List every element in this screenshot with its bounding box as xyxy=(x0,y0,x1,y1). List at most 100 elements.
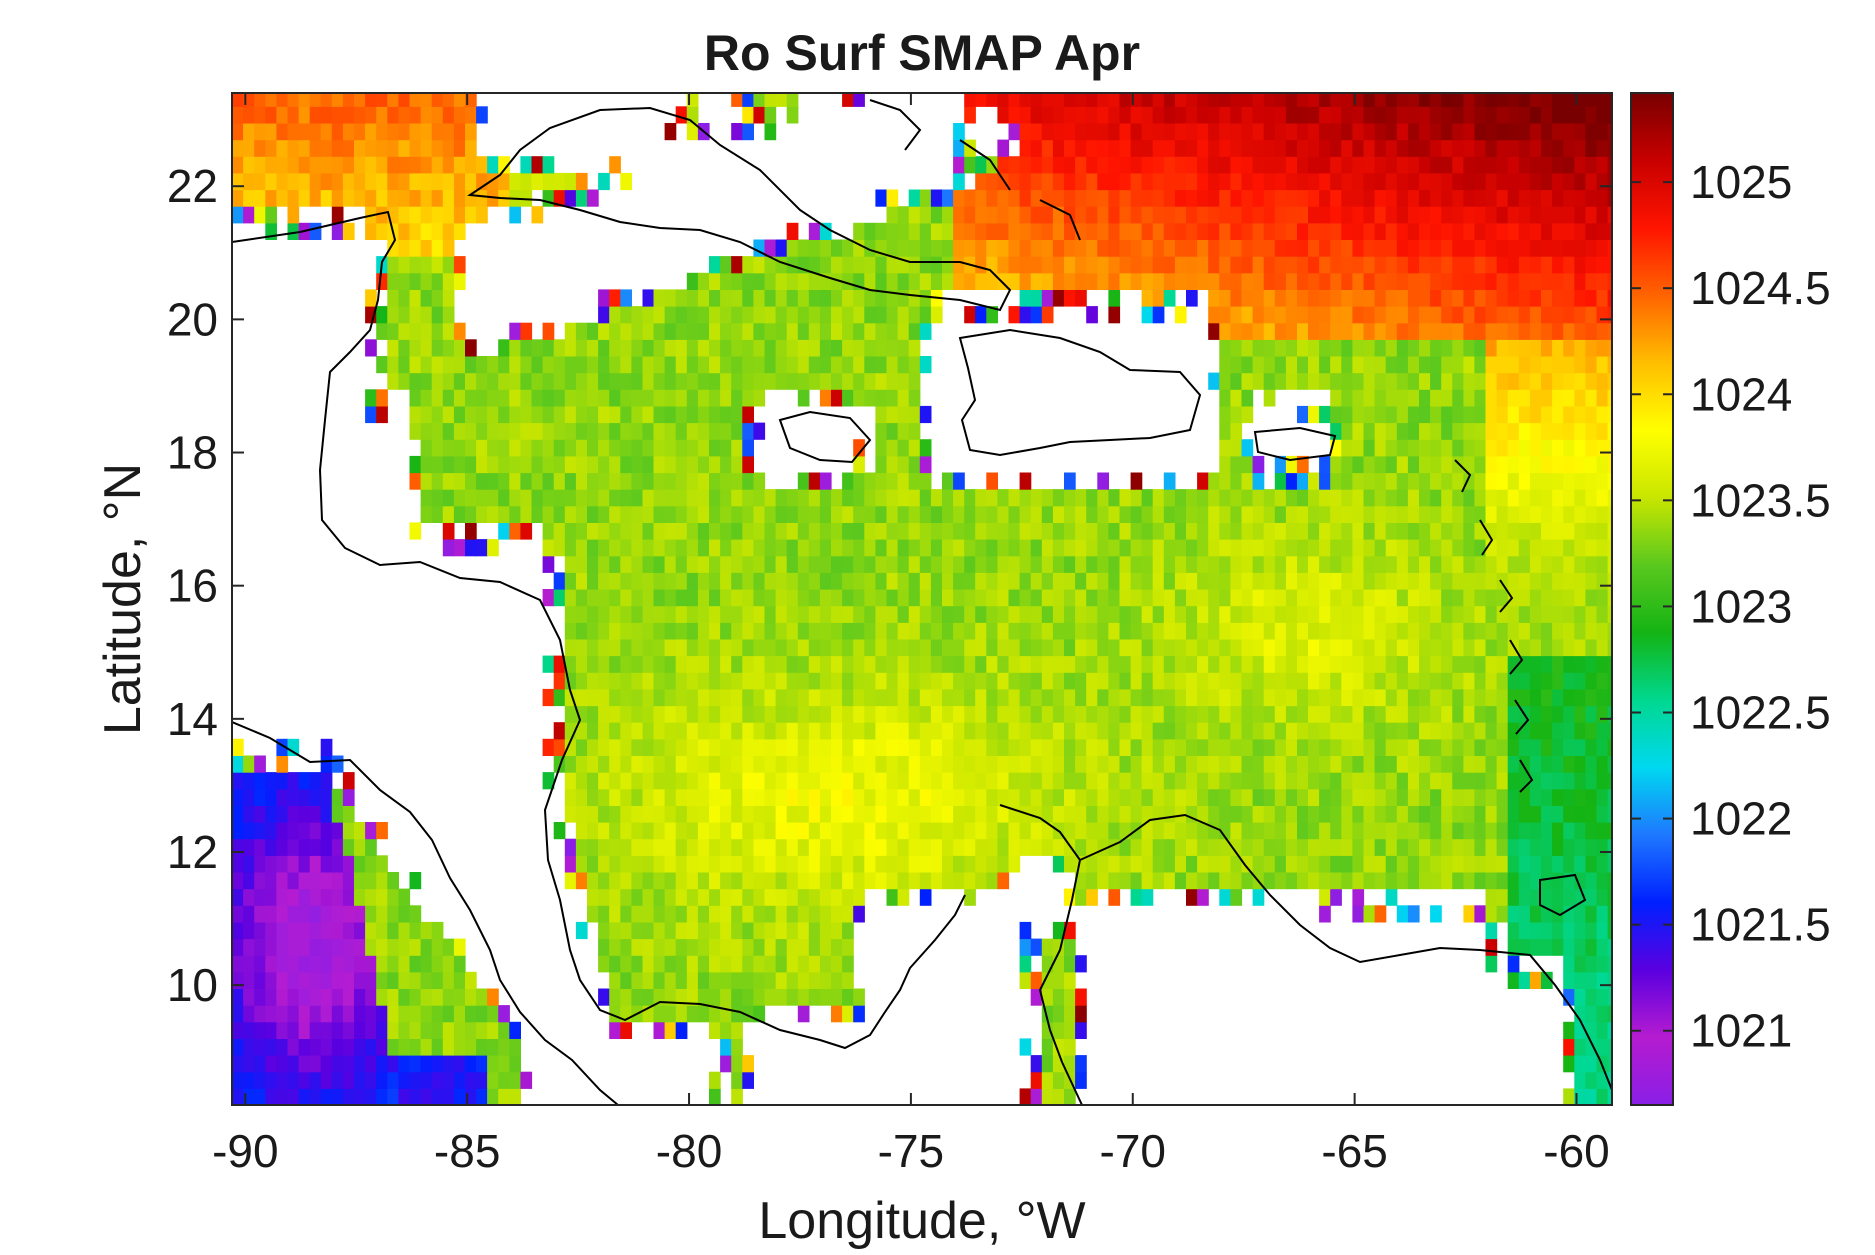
field-cell xyxy=(276,738,289,756)
field-cell xyxy=(919,772,932,790)
field-cell xyxy=(1163,172,1176,191)
field-cell xyxy=(420,306,433,324)
field-cell xyxy=(1485,539,1498,557)
field-cell xyxy=(1174,272,1187,290)
field-cell xyxy=(653,322,666,340)
field-cell xyxy=(1119,123,1132,141)
field-cell xyxy=(1563,888,1575,906)
field-cell xyxy=(1141,123,1154,141)
field-cell xyxy=(1585,788,1598,806)
field-cell xyxy=(697,755,710,773)
field-cell xyxy=(864,605,876,623)
field-cell xyxy=(442,189,455,207)
field-cell xyxy=(1230,156,1243,174)
field-cell xyxy=(675,405,688,424)
field-cell xyxy=(309,189,322,207)
field-cell xyxy=(930,589,943,607)
field-cell xyxy=(409,455,422,474)
field-cell xyxy=(842,272,854,290)
field-cell xyxy=(331,838,344,856)
field-cell xyxy=(1208,855,1220,873)
field-cell xyxy=(1552,389,1564,407)
field-cell xyxy=(1407,672,1420,690)
field-cell xyxy=(1574,772,1586,790)
field-cell xyxy=(1596,905,1609,923)
field-cell xyxy=(1552,522,1564,540)
field-cell xyxy=(1541,555,1553,573)
field-cell xyxy=(320,788,333,806)
field-cell xyxy=(442,256,455,274)
field-cell xyxy=(1263,206,1276,224)
field-cell xyxy=(1474,256,1487,274)
field-cell xyxy=(243,805,255,823)
field-cell xyxy=(1463,372,1476,390)
field-cell xyxy=(1197,655,1209,673)
field-cell xyxy=(653,788,666,806)
field-cell xyxy=(1052,139,1065,157)
field-cell xyxy=(964,755,976,773)
field-cell xyxy=(664,838,677,856)
field-cell xyxy=(953,838,965,856)
field-cell xyxy=(675,589,688,607)
field-cell xyxy=(642,921,655,940)
field-cell xyxy=(1518,638,1531,657)
field-cell xyxy=(742,472,754,490)
field-cell xyxy=(1496,672,1509,690)
field-cell xyxy=(1574,855,1586,873)
field-cell xyxy=(831,855,843,873)
field-cell xyxy=(731,938,743,956)
field-cell xyxy=(1252,256,1265,274)
field-cell xyxy=(1596,788,1609,806)
field-cell xyxy=(1308,672,1320,690)
field-cell xyxy=(243,822,255,840)
field-cell xyxy=(875,655,888,673)
field-cell xyxy=(742,356,754,374)
field-cell xyxy=(1241,256,1254,274)
field-cell xyxy=(1030,272,1043,290)
field-cell xyxy=(775,372,788,390)
field-cell xyxy=(753,555,766,573)
field-cell xyxy=(1330,439,1342,457)
field-cell xyxy=(808,971,821,989)
field-cell xyxy=(598,339,610,357)
field-cell xyxy=(1075,505,1087,523)
field-cell xyxy=(553,655,566,673)
field-cell xyxy=(1119,722,1132,740)
field-cell xyxy=(1030,622,1043,640)
field-cell xyxy=(1108,239,1121,257)
field-cell xyxy=(808,755,821,773)
field-cell xyxy=(1108,572,1121,590)
field-cell xyxy=(620,472,632,490)
field-cell xyxy=(709,688,721,707)
field-cell xyxy=(642,638,655,657)
field-cell xyxy=(1374,272,1387,290)
field-cell xyxy=(997,239,1010,257)
field-cell xyxy=(331,1055,344,1073)
field-cell xyxy=(797,688,810,707)
field-cell xyxy=(309,888,322,906)
field-cell xyxy=(1407,722,1420,740)
field-cell xyxy=(1574,822,1586,840)
field-cell xyxy=(697,505,710,523)
field-cell xyxy=(354,905,366,923)
field-cell xyxy=(465,206,477,224)
field-cell xyxy=(1086,672,1098,690)
field-cell xyxy=(1152,139,1165,157)
field-cell xyxy=(1430,822,1442,840)
field-cell xyxy=(842,805,854,823)
field-cell xyxy=(1363,106,1376,124)
field-cell xyxy=(919,322,932,340)
field-cell xyxy=(1241,688,1254,707)
field-cell xyxy=(1041,222,1054,240)
field-cell xyxy=(1430,788,1442,806)
field-cell xyxy=(575,422,588,440)
field-cell xyxy=(609,872,621,890)
field-cell xyxy=(1529,356,1542,374)
field-cell xyxy=(919,788,932,806)
field-cell xyxy=(775,239,788,257)
field-cell xyxy=(298,1038,311,1056)
field-cell xyxy=(1574,455,1586,474)
field-cell xyxy=(1341,405,1353,424)
field-cell xyxy=(953,672,965,690)
field-cell xyxy=(1607,389,1612,407)
